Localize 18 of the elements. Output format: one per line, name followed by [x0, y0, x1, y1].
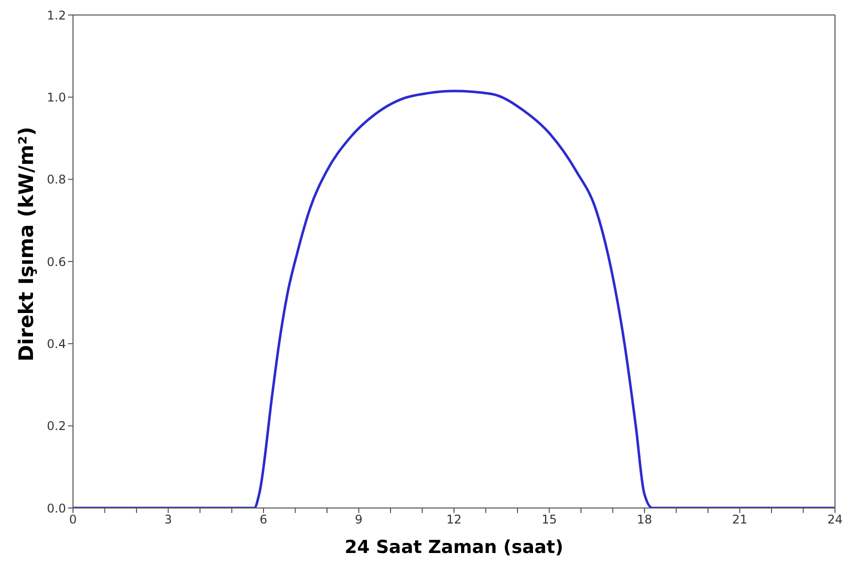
y-tick-label: 0.6: [46, 254, 66, 269]
y-tick-label: 0.4: [46, 336, 66, 351]
y-tick-label: 0.8: [46, 172, 66, 187]
x-tick-label: 6: [260, 512, 268, 527]
x-axis-title: 24 Saat Zaman (saat): [344, 537, 564, 558]
x-tick-label: 18: [636, 512, 652, 527]
x-tick-label: 9: [354, 512, 363, 527]
y-tick-label: 1.2: [46, 8, 66, 22]
x-tick-label: 0: [69, 512, 77, 527]
x-tick-label: 12: [446, 512, 462, 527]
y-tick-label: 0.2: [46, 419, 66, 434]
x-tick-label: 15: [542, 512, 557, 527]
y-axis-title: Direkt Işıma (kW/m²): [14, 126, 38, 362]
x-tick-label: 24: [827, 512, 843, 527]
y-tick-label: 1.0: [46, 90, 66, 104]
x-tick-label: 3: [164, 512, 172, 527]
y-tick-label: 0.0: [46, 501, 66, 516]
x-tick-label: 21: [732, 512, 748, 527]
